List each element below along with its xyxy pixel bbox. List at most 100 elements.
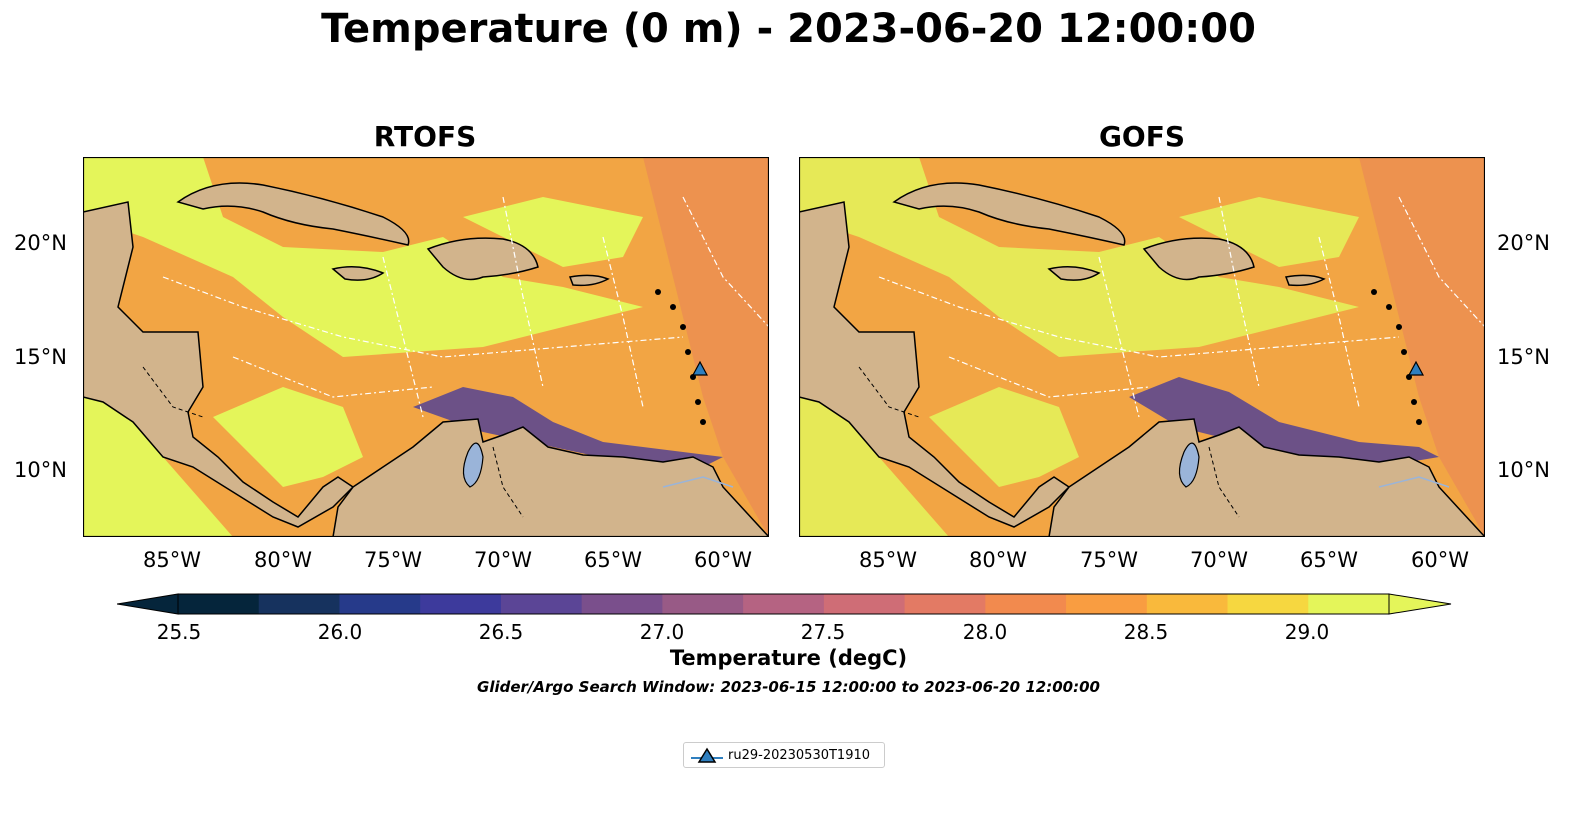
lon-label-left-60: 60°W (694, 548, 752, 572)
colorbar-segment (339, 594, 421, 614)
eez-boundary-line (602, 236, 644, 408)
eez-boundary-line (1398, 196, 1485, 328)
colorbar-label: Temperature (degC) (669, 646, 908, 670)
island-marker (1396, 324, 1402, 330)
river-line (662, 476, 734, 488)
colorbar-segment (662, 594, 744, 614)
colorbar-segment (500, 594, 583, 614)
warm-water-region (799, 157, 1359, 357)
island-marker (1411, 399, 1417, 405)
lon-label-right-70: 70°W (1190, 548, 1248, 572)
island-marker (1371, 289, 1377, 295)
lat-label-left-10: 10°N (14, 458, 67, 482)
colorbar-segment (1227, 594, 1309, 614)
warm-water-region (213, 387, 363, 487)
river-line (1378, 476, 1450, 488)
open-atlantic-region (1359, 157, 1485, 537)
cool-water-region (413, 387, 723, 467)
legend-label: ru29-20230530T1910 (728, 748, 871, 763)
colorbar-extend-high (1388, 593, 1452, 615)
island-marker (695, 399, 701, 405)
colorbar-segment (904, 594, 986, 614)
eez-boundary-line (232, 356, 434, 398)
country-border (142, 366, 204, 418)
lon-label-right-65: 65°W (1300, 548, 1358, 572)
colorbar-segment (823, 594, 906, 614)
colorbar-tick-29.0: 29.0 (1284, 620, 1330, 644)
map-frame (83, 157, 769, 537)
eez-boundary-line (878, 276, 1400, 358)
lat-label-right-15: 15°N (1497, 345, 1550, 369)
warm-water-region (463, 197, 643, 267)
colorbar-tick-28.5: 28.5 (1123, 620, 1169, 644)
colorbar (117, 593, 1452, 615)
cuba-landmass (176, 182, 410, 246)
country-border (1208, 446, 1240, 518)
colorbar-segment (420, 594, 502, 614)
open-atlantic-region (643, 157, 769, 537)
hispaniola-landmass (426, 237, 539, 281)
legend: ru29-20230530T1910 (683, 742, 885, 768)
island-marker (1386, 304, 1392, 310)
colorbar-segment (743, 594, 825, 614)
colorbar-tick-27.5: 27.5 (800, 620, 846, 644)
colorbar-outline (177, 593, 1390, 615)
jamaica-landmass (1047, 266, 1101, 281)
country-border (492, 446, 524, 518)
colorbar-segment (985, 594, 1067, 614)
lat-label-left-15: 15°N (14, 345, 67, 369)
jamaica-landmass (331, 266, 385, 281)
lon-label-right-75: 75°W (1080, 548, 1138, 572)
lon-label-left-65: 65°W (584, 548, 642, 572)
lon-label-left-80: 80°W (254, 548, 312, 572)
colorbar-segment (178, 594, 260, 614)
warm-water-region (929, 387, 1079, 487)
colorbar-segment (1146, 594, 1229, 614)
eez-boundary-line (1218, 196, 1260, 388)
colorbar-tick-26.0: 26.0 (317, 620, 363, 644)
panel-title-gofs: GOFS (1098, 120, 1186, 153)
lake-maracaibo (1178, 442, 1200, 488)
island-marker (680, 324, 686, 330)
triangle-marker-icon (691, 747, 723, 763)
colorbar-segment (258, 594, 340, 614)
eez-boundary-line (162, 276, 684, 358)
figure-title: Temperature (0 m) - 2023-06-20 12:00:00 (321, 6, 1256, 52)
cool-water-region (1129, 377, 1439, 467)
island-marker (1401, 349, 1407, 355)
cuba-landmass (892, 182, 1126, 246)
lat-label-right-10: 10°N (1497, 458, 1550, 482)
lon-label-right-85: 85°W (859, 548, 917, 572)
eez-boundary-line (948, 356, 1150, 398)
country-border (858, 366, 920, 418)
colorbar-segment (581, 594, 663, 614)
map-panel-gofs (799, 157, 1485, 537)
south-america-landmass (1048, 418, 1485, 537)
hispaniola-landmass (1142, 237, 1255, 281)
central-america-landmass (799, 201, 1071, 528)
puerto-rico-landmass (1284, 274, 1326, 287)
colorbar-tick-28.0: 28.0 (962, 620, 1008, 644)
island-marker (1416, 419, 1422, 425)
island-marker (685, 349, 691, 355)
island-marker (670, 304, 676, 310)
colorbar-tick-27.0: 27.0 (639, 620, 685, 644)
eez-boundary-line (682, 196, 769, 328)
warm-water-region (1179, 197, 1359, 267)
lon-label-left-75: 75°W (364, 548, 422, 572)
lon-label-right-80: 80°W (969, 548, 1027, 572)
eez-boundary-line (502, 196, 544, 388)
colorbar-segment (1308, 594, 1390, 614)
warm-water-region (83, 157, 643, 357)
south-america-landmass (332, 418, 769, 537)
panel-title-rtofs: RTOFS (373, 120, 477, 153)
map-frame (799, 157, 1485, 537)
lake-maracaibo (462, 442, 484, 488)
lat-label-left-20: 20°N (14, 231, 67, 255)
map-panel-rtofs (83, 157, 769, 537)
colorbar-extend-low (117, 593, 179, 615)
eez-boundary-line (1318, 236, 1360, 408)
puerto-rico-landmass (568, 274, 610, 287)
glider-marker-icon (691, 360, 709, 376)
lon-label-left-85: 85°W (143, 548, 201, 572)
